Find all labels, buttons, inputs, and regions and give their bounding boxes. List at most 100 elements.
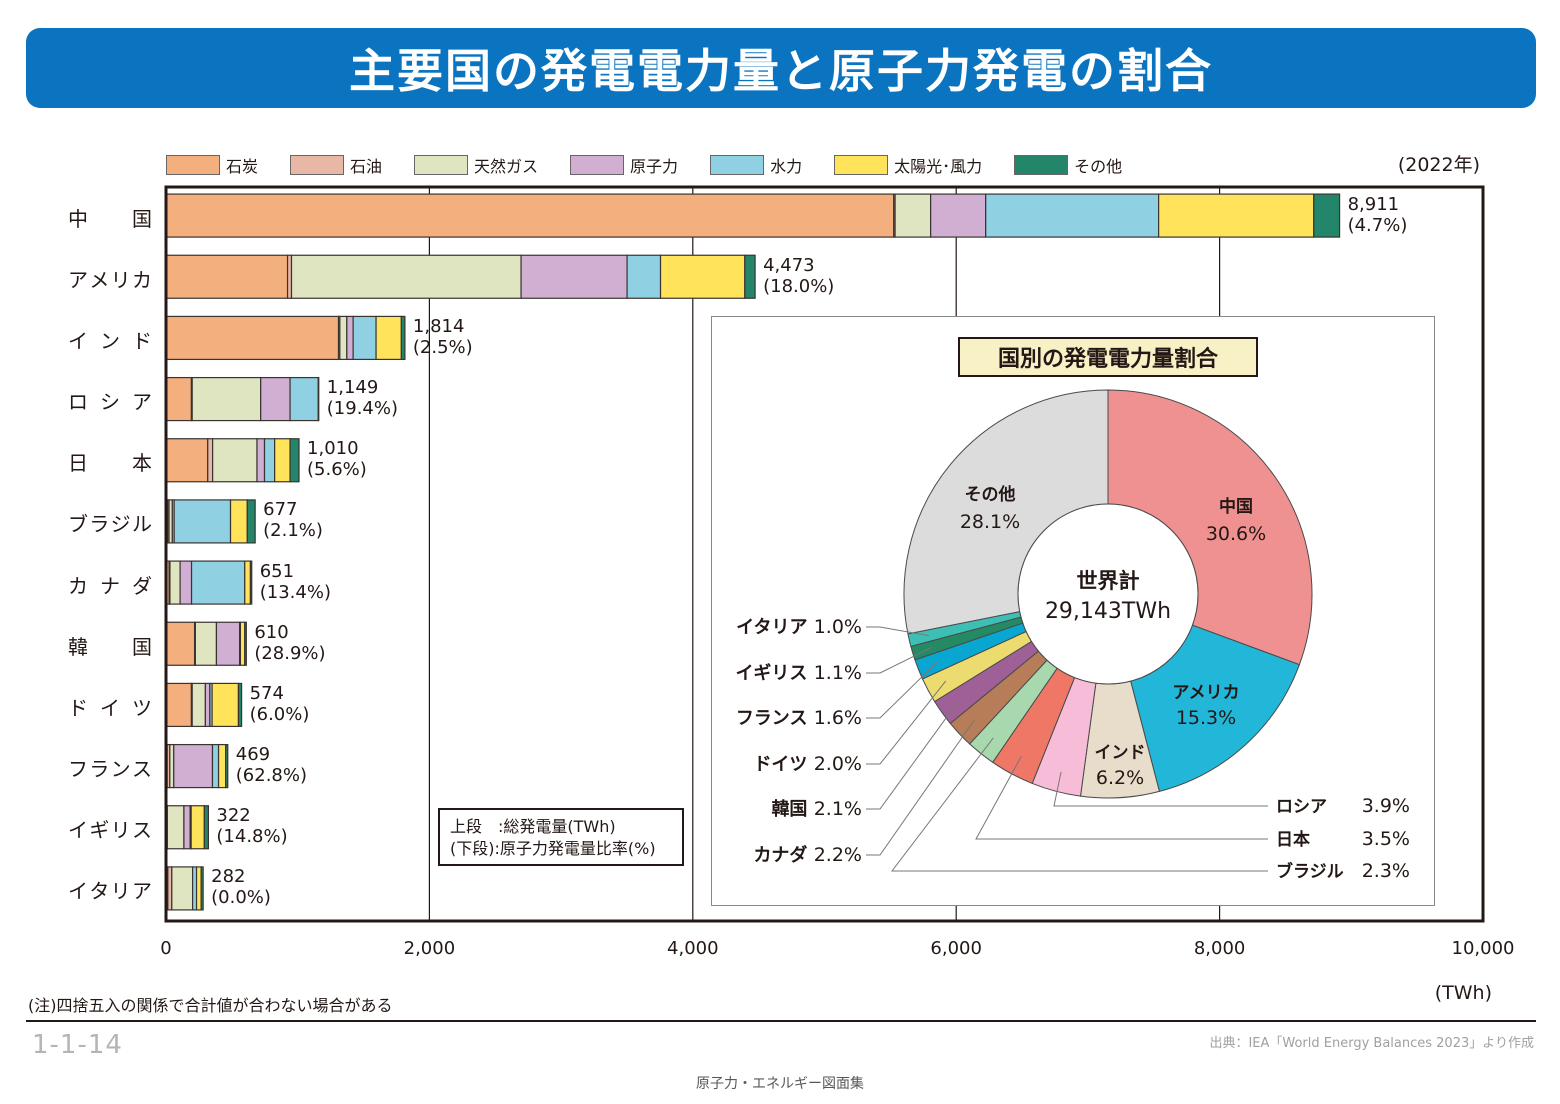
leader-line (866, 680, 947, 765)
nuclear-share-label: (19.4%) (326, 398, 398, 420)
bar-value-label: 651 (13.4%) (260, 561, 331, 603)
bar-segment (246, 499, 256, 544)
bar-segment (317, 376, 320, 422)
nuclear-share-label: (2.1%) (263, 520, 323, 542)
legend-swatch (834, 155, 889, 175)
legend-item: 水力 (710, 153, 802, 177)
total-label: 282 (211, 866, 246, 888)
bar-segment (173, 499, 232, 544)
nuclear-share-label: (13.4%) (259, 581, 331, 603)
leader-line (890, 737, 1268, 872)
legend-label: 水力 (770, 157, 803, 176)
bar-segment (225, 743, 229, 789)
legend-label: 原子力 (630, 157, 679, 176)
legend-item: 石油 (290, 153, 382, 177)
bar-segment (659, 254, 746, 299)
pie-slice-label: ロシア (1276, 797, 1327, 817)
category-label: アメリカ (68, 267, 152, 292)
leader-line (866, 719, 975, 856)
bar-segment (289, 438, 300, 483)
total-label: 469 (235, 744, 271, 766)
legend-item: 原子力 (570, 153, 678, 177)
pie-slice-outside-label: イタリア 1.0% (736, 616, 862, 638)
legend-item: 太陽光･風力 (834, 153, 982, 177)
category-label: ブラジル (68, 512, 152, 537)
bar-segment (212, 438, 258, 483)
legend-swatch (166, 155, 220, 175)
pie-slice-outside-label: フランス 1.6% (736, 707, 862, 729)
legend-label: 石油 (350, 157, 383, 176)
pie-slice-value: 2.3% (1362, 860, 1410, 882)
year-label: (2022年) (1397, 154, 1480, 176)
total-label: 1,010 (307, 438, 359, 460)
bar-segment (165, 682, 193, 728)
nuclear-share-label: (5.6%) (307, 459, 367, 481)
chart-legend: 石炭 石油 天然ガス 原子力 水力 太陽光･風力 その他 (166, 152, 1154, 178)
bar-segment (260, 376, 291, 422)
bar-segment (249, 560, 253, 605)
category-label: フランス (68, 757, 152, 782)
title-banner: 主要国の発電電力量と原子力発電の割合 (26, 28, 1536, 108)
legend-label: その他 (1074, 157, 1123, 176)
bar-segment (985, 193, 1160, 238)
donut-center-label: 世界計 (1077, 569, 1140, 593)
value-legend-line2: (下段):原子力発電量比率(%) (450, 839, 656, 858)
bar-value-label: 610 (28.9%) (254, 622, 325, 664)
bar-value-label: 4,473 (18.0%) (763, 255, 834, 297)
footer-divider (26, 1020, 1536, 1022)
nuclear-share-label: (18.0%) (763, 275, 835, 297)
pie-slice-value: 30.6% (1206, 523, 1266, 545)
category-label: イギリス (68, 818, 152, 843)
total-label: 322 (216, 805, 251, 827)
category-label: 韓国 (68, 634, 152, 659)
bar-segment (203, 805, 210, 850)
x-axis-unit: (TWh) (1434, 982, 1492, 1004)
bar-segment (244, 621, 247, 666)
pie-slice-value: 6.2% (1096, 767, 1144, 789)
bar-value-label: 322 (14.8%) (216, 805, 287, 847)
total-label: 8,911 (1347, 193, 1400, 215)
total-label: 651 (259, 560, 295, 582)
total-label: 610 (254, 621, 289, 643)
bar-segment (190, 560, 246, 605)
x-tick-label: 0 (160, 938, 172, 959)
category-label: ロシア (68, 390, 152, 415)
bar-segment (626, 254, 662, 299)
pie-slice-label: 日本 (1276, 829, 1310, 850)
x-tick-label: 2,000 (403, 938, 456, 959)
x-tick-label: 8,000 (1193, 938, 1246, 959)
leader-line (1053, 771, 1268, 807)
nuclear-share-label: (14.8%) (216, 826, 288, 848)
legend-item: 天然ガス (414, 153, 538, 177)
pie-slice-outside-label: カナダ 2.2% (753, 844, 862, 866)
legend-label: 天然ガス (474, 157, 539, 176)
pie-slice-outside-label: ドイツ 2.0% (753, 753, 862, 775)
nuclear-share-label: (2.5%) (412, 336, 473, 358)
bar-segment (520, 254, 628, 299)
bar-value-label: 677 (2.1%) (263, 499, 323, 541)
value-legend-box: 上段 :総発電量(TWh) (下段):原子力発電量比率(%) (438, 808, 684, 866)
leader-line (866, 646, 933, 674)
total-label: 574 (249, 682, 284, 704)
bar-value-label: 1,149 (19.4%) (327, 377, 398, 419)
pie-slice-label: インド (1095, 743, 1146, 763)
bar-value-label: 574 (6.0%) (250, 683, 310, 725)
bar-segment (165, 621, 196, 666)
bar-segment (211, 682, 240, 728)
legend-swatch (710, 155, 765, 175)
pie-slice-label: アメリカ (1172, 683, 1239, 703)
pie-slice-outside-label: 韓国 2.1% (771, 798, 862, 820)
bar-value-label: 1,010 (5.6%) (307, 438, 367, 480)
pie-slice-outside-label: イギリス 1.1% (735, 662, 862, 684)
bar-segment (930, 193, 987, 238)
donut-center-value: 29,143TWh (1045, 599, 1171, 624)
figure-number: 1-1-14 (32, 1030, 123, 1060)
bar-segment (1313, 193, 1341, 238)
pie-slice-label: 中国 (1219, 496, 1253, 517)
legend-swatch (1014, 155, 1069, 175)
legend-swatch (570, 155, 625, 175)
category-label: インド (68, 328, 152, 353)
total-label: 1,814 (412, 315, 465, 337)
category-label: カナダ (68, 573, 152, 598)
pie-slice-value: 3.5% (1362, 828, 1410, 850)
